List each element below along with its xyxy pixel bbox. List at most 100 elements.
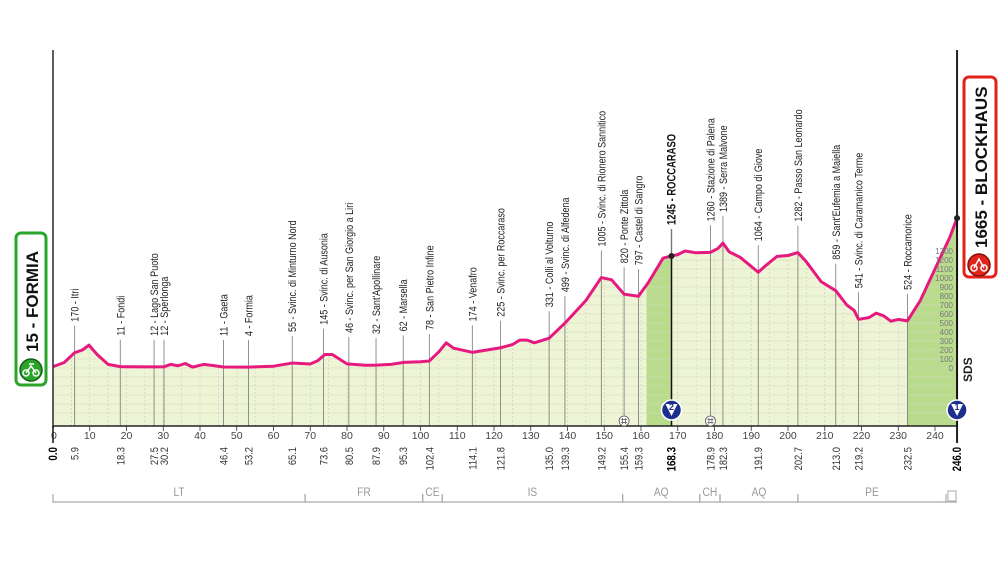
waypoint-label: 12 - Sperlonga xyxy=(159,276,171,335)
profile-line xyxy=(52,217,959,369)
x-tick-label: 70 xyxy=(304,430,316,442)
waypoint-distance: 102.4 xyxy=(425,447,437,471)
waypoint-distance: 213.0 xyxy=(831,447,843,471)
waypoint-distance: 168.3 xyxy=(666,447,679,471)
x-tick-label: 30 xyxy=(157,430,169,442)
x-tick-label: 190 xyxy=(742,430,760,442)
waypoint-distance: 65.1 xyxy=(288,447,300,465)
bike-wheel-icon xyxy=(32,369,40,377)
bike-wheel-icon xyxy=(22,369,30,377)
kom-triangle-icon xyxy=(665,404,678,416)
waypoint-label: 1260 - Stazione di Palena xyxy=(706,118,718,222)
intermediate-sprint-icon xyxy=(705,415,716,427)
x-tick-label: 220 xyxy=(853,430,871,442)
x-tick-label: 80 xyxy=(341,430,353,442)
x-tick-label: 240 xyxy=(926,430,944,442)
x-tick-label: 180 xyxy=(706,430,724,442)
start-bike-icon xyxy=(19,358,43,382)
waypoint-label: 32 - Sant'Apollinare xyxy=(371,255,383,334)
x-tick-label: 10 xyxy=(84,430,96,442)
waypoint-distance: 182.3 xyxy=(718,447,730,471)
start-label: 15 - FORMIA xyxy=(23,251,42,352)
elevation-tick-label: 700 xyxy=(940,301,954,310)
bike-frame-icon xyxy=(25,363,37,374)
finish-distance: 246.0 xyxy=(951,447,964,471)
waypoint-label: 11 - Gaeta xyxy=(219,294,231,336)
region-label: PE xyxy=(865,486,879,499)
waypoint-distance: 219.2 xyxy=(854,447,866,471)
waypoint-distance: 27.5 xyxy=(149,447,161,465)
finish-bike-icon xyxy=(967,253,991,277)
waypoint-label: 797 - Castel di Sangro xyxy=(634,175,646,265)
region-label: LT xyxy=(173,486,184,499)
elevation-tick-label: 1000 xyxy=(935,274,953,283)
waypoint-distance: 121.8 xyxy=(496,447,508,471)
x-tick-label: 110 xyxy=(449,430,466,442)
waypoint-label: 499 - Svinc. di Alfedena xyxy=(560,197,572,292)
elevation-tick-label: 300 xyxy=(940,337,954,346)
waypoint-distance: 87.9 xyxy=(371,447,383,465)
waypoint-label: 1389 - Serra Malvone xyxy=(718,125,730,212)
x-tick-label: 150 xyxy=(595,430,613,442)
waypoint-distance: 46.4 xyxy=(219,447,231,465)
profile-fill xyxy=(53,218,958,426)
x-tick-label: 230 xyxy=(889,430,907,442)
kom-category-label: 1 xyxy=(955,402,960,412)
waypoint-label: 1282 - Passo San Leonardo xyxy=(793,109,805,222)
x-tick-label: 50 xyxy=(231,430,243,442)
elevation-tick-label: 200 xyxy=(940,346,954,355)
waypoint-label: 174 - Venafro xyxy=(468,267,480,321)
waypoint-label: 11 - Fondi xyxy=(116,296,128,336)
kom-triangle-icon xyxy=(951,404,964,416)
waypoint-distance: 95.3 xyxy=(399,447,411,465)
waypoint-label: 78 - San Pietro Infine xyxy=(425,245,437,330)
waypoint-label: 1245 - ROCCARASO xyxy=(666,134,679,225)
waypoint-label: 4 - Formia xyxy=(244,295,256,336)
waypoint-label: 541 - Svinc. di Caramanico Terme xyxy=(854,152,866,288)
summit-dot xyxy=(668,252,675,259)
waypoint-label: 170 - Itri xyxy=(70,289,82,322)
waypoint-distance: 5.9 xyxy=(70,447,82,460)
waypoint-distance: 18.3 xyxy=(116,447,128,465)
region-label: CE xyxy=(425,486,439,499)
finish-badge xyxy=(962,75,998,279)
bike-wheel-icon xyxy=(980,264,988,272)
waypoint-distance: 159.3 xyxy=(634,447,646,471)
start-distance: 0.0 xyxy=(47,447,60,461)
waypoint-distance: 149.2 xyxy=(597,447,609,471)
x-tick-label: 20 xyxy=(121,430,133,442)
waypoint-label: 225 - Svinc. per Roccaraso xyxy=(496,208,508,317)
elevation-tick-label: 500 xyxy=(940,319,954,328)
elevation-tick-label: 1200 xyxy=(935,256,953,265)
region-label: AQ xyxy=(752,486,767,499)
x-tick-label: 0 xyxy=(51,430,57,442)
start-badge xyxy=(14,231,48,387)
waypoint-label: 859 - Sant'Eufemia a Maiella xyxy=(831,144,843,259)
kom-category-label: 2 xyxy=(669,402,674,412)
x-tick-label: 210 xyxy=(816,430,834,442)
elevation-tick-label: 1300 xyxy=(935,247,953,256)
x-tick-label: 100 xyxy=(412,430,430,442)
waypoint-label: 820 - Ponte Zittola xyxy=(619,189,631,263)
waypoint-label: 1005 - Svinc. di Rionero Sannitico xyxy=(597,110,609,246)
elevation-tick-label: 0 xyxy=(949,364,954,373)
x-tick-label: 120 xyxy=(485,430,503,442)
region-label: IS xyxy=(528,486,538,499)
waypoint-distance: 139.3 xyxy=(560,447,572,471)
waypoint-distance: 30.2 xyxy=(159,447,171,465)
bike-frame-icon xyxy=(973,257,985,269)
x-tick-label: 40 xyxy=(194,430,206,442)
elevation-tick-label: 400 xyxy=(940,328,954,337)
region-label: AQ xyxy=(654,486,669,499)
waypoint-distance: 232.5 xyxy=(903,447,915,471)
waypoint-distance: 178.9 xyxy=(706,447,718,471)
x-tick-label: 160 xyxy=(632,430,650,442)
waypoint-label: 12 - Lago San Puoto xyxy=(149,253,161,336)
climb-fill xyxy=(907,218,958,426)
waypoint-distance: 80.5 xyxy=(344,447,356,465)
waypoint-label: 1064 - Campo di Giove xyxy=(753,148,765,241)
waypoint-label: 145 - Svinc. di Ausonia xyxy=(319,233,331,325)
waypoint-label: 524 - Roccamorice xyxy=(903,214,915,290)
waypoint-label: 62 - Marsella xyxy=(398,279,410,331)
